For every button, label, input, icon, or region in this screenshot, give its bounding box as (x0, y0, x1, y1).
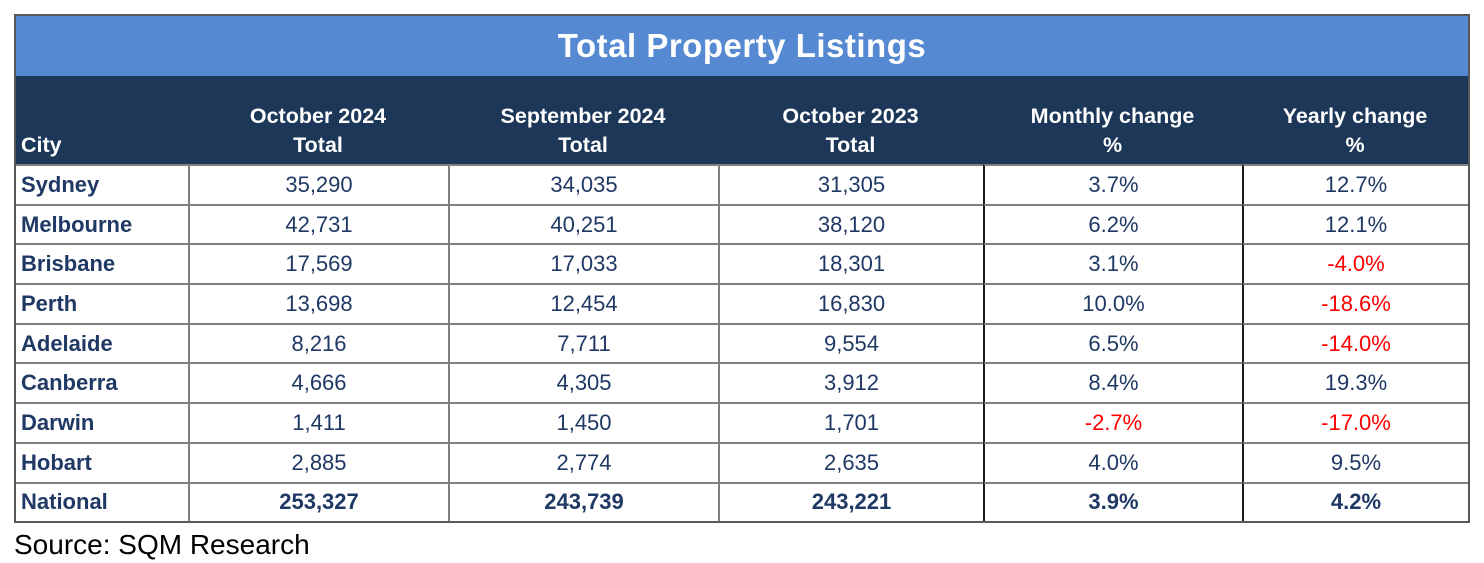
value-cell: 8,216 (188, 322, 448, 363)
value-cell: 17,569 (188, 243, 448, 284)
city-cell: Canberra (16, 362, 188, 402)
value-cell: 31,305 (718, 164, 983, 204)
table-row-national: National 253,327 243,739 243,221 3.9% 4.2% (16, 481, 1468, 522)
value-cell: 2,885 (188, 441, 448, 482)
city-cell: Adelaide (16, 322, 188, 363)
header-line: % (1345, 133, 1365, 157)
header-line: Total (558, 133, 608, 157)
value-cell: 3.7% (983, 164, 1242, 204)
value-cell: 4,666 (188, 362, 448, 403)
table-row-brisbane: Brisbane 17,569 17,033 18,301 3.1% -4.0% (16, 243, 1468, 284)
value-cell: 18,301 (718, 243, 983, 284)
value-cell: 4.0% (983, 441, 1242, 482)
value-cell: 2,635 (718, 441, 983, 482)
column-header-october-2023-total: October 2023 Total (718, 76, 983, 164)
city-cell: Sydney (16, 164, 188, 204)
value-cell: 10.0% (983, 283, 1242, 323)
property-listings-table: Total Property Listings City October 2024… (14, 14, 1470, 524)
value-cell: 1,411 (188, 402, 448, 442)
table-row-melbourne: Melbourne 42,731 40,251 38,120 6.2% 12.1% (16, 203, 1468, 244)
value-cell: 40,251 (448, 203, 718, 244)
value-cell: 243,221 (718, 481, 983, 522)
table-title-bar: Total Property Listings (16, 16, 1468, 76)
value-cell: -2.7% (983, 402, 1242, 442)
table-row-darwin: Darwin 1,411 1,450 1,701 -2.7% -17.0% (16, 402, 1468, 442)
value-cell: -4.0% (1242, 243, 1468, 284)
value-cell: 35,290 (188, 164, 448, 204)
header-line: City (21, 133, 62, 157)
value-cell: 4,305 (448, 362, 718, 403)
header-line: Yearly change (1282, 104, 1428, 128)
value-cell: 6.5% (983, 322, 1242, 363)
value-cell: 12.7% (1242, 164, 1468, 204)
column-header-october-2024-total: October 2024 Total (188, 76, 448, 164)
column-header-city: City (16, 76, 188, 164)
value-cell: 16,830 (718, 283, 983, 323)
table-row-canberra: Canberra 4,666 4,305 3,912 8.4% 19.3% (16, 362, 1468, 403)
header-line: October 2024 (249, 104, 387, 128)
header-line: Total (825, 133, 876, 157)
city-cell: Brisbane (16, 243, 188, 283)
value-cell: 4.2% (1242, 481, 1468, 522)
value-cell: 3.1% (983, 243, 1242, 284)
value-cell: 1,450 (448, 402, 718, 442)
value-cell: 1,701 (718, 402, 983, 442)
header-line: October 2023 (782, 104, 919, 128)
column-header-yearly-change-pct: Yearly change% (1242, 76, 1468, 164)
table-row-adelaide: Adelaide 8,216 7,711 9,554 6.5% -14.0% (16, 322, 1468, 363)
header-line: Total (293, 133, 343, 157)
value-cell: 3.9% (983, 481, 1242, 522)
value-cell: 2,774 (448, 441, 718, 482)
value-cell: 17,033 (448, 243, 718, 284)
city-cell: Perth (16, 283, 188, 323)
source-note: Source: SQM Research (14, 529, 310, 560)
city-cell: Hobart (16, 441, 188, 482)
value-cell: 38,120 (718, 203, 983, 244)
header-line: Monthly change (1030, 104, 1195, 128)
value-cell: 34,035 (448, 164, 718, 204)
value-cell: 9,554 (718, 322, 983, 363)
table-body: Sydney 35,290 34,035 31,305 3.7% 12.7% Melbour… (16, 164, 1468, 522)
value-cell: -18.6% (1242, 283, 1468, 323)
value-cell: 12.1% (1242, 203, 1468, 244)
city-cell: National (16, 481, 188, 522)
table-row-perth: Perth 13,698 12,454 16,830 10.0% -18.6% (16, 283, 1468, 323)
value-cell: 243,739 (448, 481, 718, 522)
value-cell: 253,327 (188, 481, 448, 522)
table-header-row: City October 2024 Total September 2024 Total… (16, 76, 1468, 164)
header-line: % (1102, 133, 1123, 157)
city-cell: Darwin (16, 402, 188, 442)
value-cell: -17.0% (1242, 402, 1468, 442)
value-cell: 13,698 (188, 283, 448, 323)
value-cell: 7,711 (448, 322, 718, 363)
header-line: September 2024 (500, 104, 666, 128)
column-header-september-2024-total: September 2024 Total (448, 76, 718, 164)
value-cell: 42,731 (188, 203, 448, 244)
table-row-hobart: Hobart 2,885 2,774 2,635 4.0% 9.5% (16, 441, 1468, 482)
city-cell: Melbourne (16, 203, 188, 244)
value-cell: 9.5% (1242, 441, 1468, 482)
column-header-monthly-change-pct: Monthly change% (983, 76, 1242, 164)
table-title: Total Property Listings (557, 27, 927, 64)
table-row-sydney: Sydney 35,290 34,035 31,305 3.7% 12.7% (16, 164, 1468, 204)
value-cell: 3,912 (718, 362, 983, 403)
value-cell: 6.2% (983, 203, 1242, 244)
value-cell: 12,454 (448, 283, 718, 323)
value-cell: 19.3% (1242, 362, 1468, 403)
value-cell: -14.0% (1242, 322, 1468, 363)
value-cell: 8.4% (983, 362, 1242, 403)
